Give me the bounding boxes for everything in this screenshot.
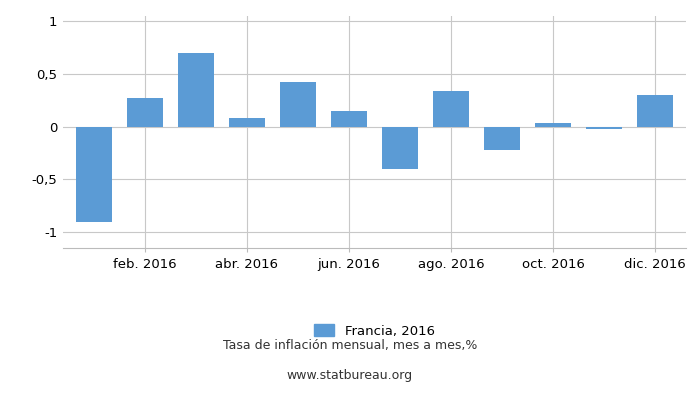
Bar [178,53,214,127]
Bar [331,111,367,127]
Bar [433,91,469,127]
Bar [484,127,520,150]
Text: www.statbureau.org: www.statbureau.org [287,370,413,382]
Legend: Francia, 2016: Francia, 2016 [314,324,435,338]
Text: Tasa de inflación mensual, mes a mes,%: Tasa de inflación mensual, mes a mes,% [223,340,477,352]
Bar [76,127,111,222]
Bar [229,118,265,127]
Bar [536,122,571,127]
Bar [280,82,316,127]
Bar [638,95,673,127]
Bar [382,127,418,169]
Bar [127,98,162,127]
Bar [587,127,622,129]
